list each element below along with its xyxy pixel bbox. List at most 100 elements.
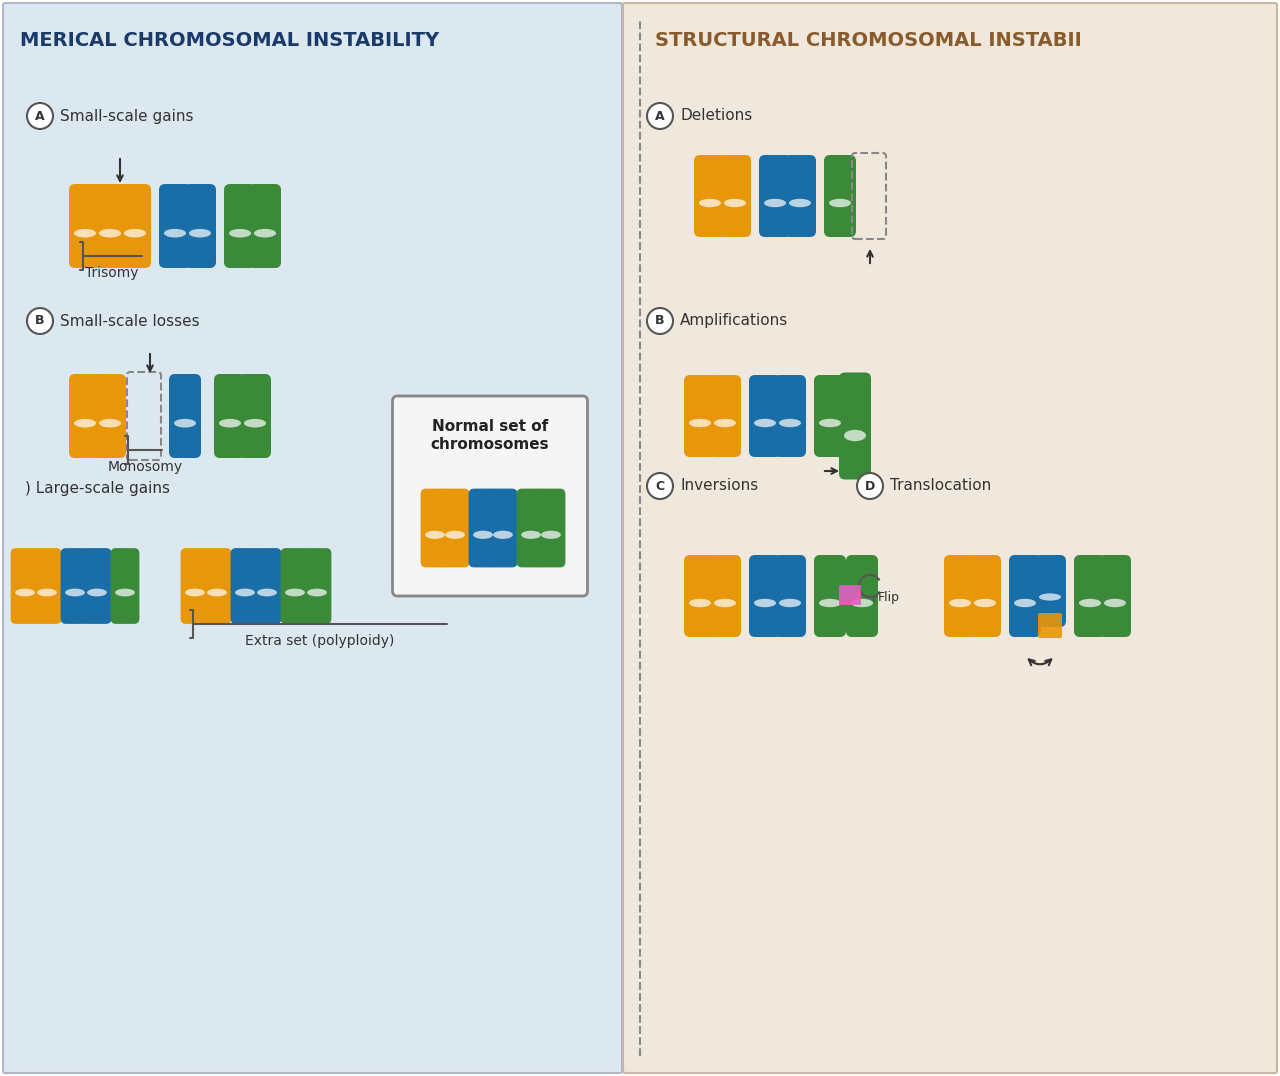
FancyBboxPatch shape — [783, 155, 817, 237]
Circle shape — [27, 308, 52, 334]
FancyBboxPatch shape — [1074, 555, 1106, 637]
FancyBboxPatch shape — [1034, 555, 1066, 627]
Ellipse shape — [829, 199, 851, 208]
Ellipse shape — [844, 429, 867, 441]
FancyBboxPatch shape — [69, 374, 101, 458]
Ellipse shape — [253, 229, 276, 238]
FancyBboxPatch shape — [302, 548, 332, 624]
Ellipse shape — [1039, 593, 1061, 600]
FancyBboxPatch shape — [838, 372, 870, 480]
Ellipse shape — [689, 419, 710, 427]
FancyBboxPatch shape — [230, 548, 260, 624]
Ellipse shape — [714, 419, 736, 427]
FancyBboxPatch shape — [93, 184, 125, 268]
FancyBboxPatch shape — [774, 376, 806, 457]
Text: MERICAL CHROMOSOMAL INSTABILITY: MERICAL CHROMOSOMAL INSTABILITY — [20, 31, 439, 49]
FancyBboxPatch shape — [280, 548, 310, 624]
Ellipse shape — [285, 589, 305, 596]
Text: Deletions: Deletions — [680, 109, 753, 124]
Ellipse shape — [186, 589, 205, 596]
Ellipse shape — [99, 229, 122, 238]
FancyBboxPatch shape — [759, 155, 791, 237]
FancyBboxPatch shape — [93, 374, 125, 458]
Ellipse shape — [851, 599, 873, 607]
FancyBboxPatch shape — [774, 555, 806, 637]
Ellipse shape — [819, 599, 841, 607]
FancyBboxPatch shape — [214, 374, 246, 458]
FancyBboxPatch shape — [252, 548, 282, 624]
Ellipse shape — [724, 199, 746, 208]
Ellipse shape — [37, 589, 56, 596]
Ellipse shape — [74, 419, 96, 427]
Text: A: A — [35, 110, 45, 123]
Text: C: C — [655, 480, 664, 493]
Text: STRUCTURAL CHROMOSOMAL INSTABII: STRUCTURAL CHROMOSOMAL INSTABII — [655, 31, 1082, 49]
Ellipse shape — [257, 589, 276, 596]
Text: Small-scale gains: Small-scale gains — [60, 109, 193, 124]
Text: Amplifications: Amplifications — [680, 313, 788, 328]
FancyBboxPatch shape — [60, 548, 90, 624]
Ellipse shape — [74, 229, 96, 238]
FancyBboxPatch shape — [224, 184, 256, 268]
Text: A: A — [655, 110, 664, 123]
Ellipse shape — [425, 530, 445, 539]
Ellipse shape — [714, 599, 736, 607]
Ellipse shape — [819, 419, 841, 427]
Ellipse shape — [87, 589, 108, 596]
Ellipse shape — [541, 530, 561, 539]
Text: Monosomy: Monosomy — [108, 461, 183, 475]
FancyBboxPatch shape — [393, 396, 588, 596]
Ellipse shape — [174, 419, 196, 427]
Ellipse shape — [754, 599, 776, 607]
Ellipse shape — [764, 199, 786, 208]
FancyBboxPatch shape — [684, 376, 716, 457]
Text: chromosomes: chromosomes — [430, 437, 549, 452]
Text: Normal set of: Normal set of — [431, 419, 548, 434]
FancyBboxPatch shape — [1100, 555, 1132, 637]
FancyBboxPatch shape — [3, 3, 622, 1073]
Text: Flip: Flip — [878, 592, 900, 605]
FancyBboxPatch shape — [846, 555, 878, 637]
FancyBboxPatch shape — [119, 184, 151, 268]
Ellipse shape — [65, 589, 84, 596]
FancyBboxPatch shape — [468, 489, 498, 567]
Circle shape — [646, 473, 673, 499]
FancyBboxPatch shape — [83, 548, 111, 624]
Ellipse shape — [948, 599, 972, 607]
FancyBboxPatch shape — [239, 374, 271, 458]
FancyBboxPatch shape — [169, 374, 201, 458]
FancyBboxPatch shape — [517, 489, 545, 567]
Ellipse shape — [445, 530, 465, 539]
Circle shape — [646, 103, 673, 129]
Ellipse shape — [521, 530, 541, 539]
Ellipse shape — [788, 199, 812, 208]
FancyBboxPatch shape — [749, 555, 781, 637]
Ellipse shape — [115, 589, 134, 596]
FancyBboxPatch shape — [969, 555, 1001, 637]
Text: ) Large-scale gains: ) Large-scale gains — [26, 481, 170, 496]
Ellipse shape — [307, 589, 326, 596]
Ellipse shape — [974, 599, 996, 607]
Text: Translocation: Translocation — [890, 479, 991, 494]
Ellipse shape — [780, 419, 801, 427]
FancyBboxPatch shape — [110, 548, 140, 624]
Text: Small-scale losses: Small-scale losses — [60, 313, 200, 328]
FancyBboxPatch shape — [694, 155, 726, 237]
FancyBboxPatch shape — [440, 489, 470, 567]
Ellipse shape — [474, 530, 493, 539]
FancyBboxPatch shape — [1009, 555, 1041, 637]
FancyBboxPatch shape — [709, 376, 741, 457]
FancyBboxPatch shape — [814, 376, 846, 457]
Ellipse shape — [493, 530, 513, 539]
FancyBboxPatch shape — [623, 3, 1277, 1073]
Ellipse shape — [99, 419, 122, 427]
Ellipse shape — [236, 589, 255, 596]
FancyBboxPatch shape — [184, 184, 216, 268]
Ellipse shape — [699, 199, 721, 208]
FancyBboxPatch shape — [10, 548, 40, 624]
FancyBboxPatch shape — [250, 184, 282, 268]
Text: B: B — [36, 314, 45, 327]
Text: Trisomy: Trisomy — [86, 266, 138, 280]
FancyBboxPatch shape — [202, 548, 232, 624]
FancyBboxPatch shape — [489, 489, 517, 567]
